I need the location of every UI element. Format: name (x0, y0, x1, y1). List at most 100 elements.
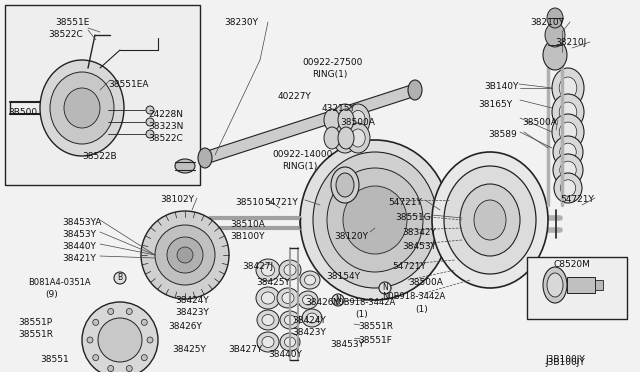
Text: 40227Y: 40227Y (278, 92, 312, 101)
Text: 43215Y: 43215Y (322, 104, 356, 113)
Text: 38500A: 38500A (340, 118, 375, 127)
Text: 38522C: 38522C (48, 30, 83, 39)
Ellipse shape (198, 148, 212, 168)
Text: RING(1): RING(1) (312, 70, 348, 79)
Ellipse shape (141, 211, 229, 299)
Ellipse shape (547, 8, 563, 28)
Ellipse shape (262, 337, 274, 347)
Text: 3B500: 3B500 (8, 108, 37, 117)
Ellipse shape (300, 271, 320, 289)
Text: 38427J: 38427J (242, 262, 273, 271)
Text: J3B100JY: J3B100JY (545, 355, 585, 364)
Ellipse shape (177, 247, 193, 263)
Text: 54721Y: 54721Y (264, 198, 298, 207)
Circle shape (126, 366, 132, 372)
Ellipse shape (261, 264, 275, 276)
Text: 38510: 38510 (235, 198, 264, 207)
Text: (9): (9) (45, 290, 58, 299)
Text: N: N (382, 283, 388, 292)
Text: 38323N: 38323N (148, 122, 184, 131)
Text: B: B (117, 273, 122, 282)
Text: 38551P: 38551P (18, 318, 52, 327)
Text: 00922-27500: 00922-27500 (302, 58, 362, 67)
Ellipse shape (327, 168, 423, 272)
Text: B081A4-0351A: B081A4-0351A (28, 278, 91, 287)
Text: 38551: 38551 (40, 355, 68, 364)
Text: J3B100JY: J3B100JY (545, 358, 585, 367)
Text: (1): (1) (415, 305, 428, 314)
Ellipse shape (280, 311, 300, 329)
Ellipse shape (552, 68, 584, 108)
Ellipse shape (552, 94, 584, 130)
Ellipse shape (338, 110, 352, 129)
Text: 3B100Y: 3B100Y (230, 232, 264, 241)
Ellipse shape (559, 102, 577, 122)
Text: 38522C: 38522C (148, 134, 183, 143)
Ellipse shape (343, 186, 407, 254)
Circle shape (146, 130, 154, 138)
Circle shape (379, 282, 391, 294)
Ellipse shape (444, 166, 536, 274)
Bar (595, 280, 603, 290)
Ellipse shape (284, 264, 296, 276)
Ellipse shape (543, 267, 567, 303)
Text: 38589: 38589 (488, 130, 516, 139)
Circle shape (93, 320, 99, 326)
Text: N0B918-3442A: N0B918-3442A (332, 298, 396, 307)
Ellipse shape (554, 173, 582, 203)
Text: 38154Y: 38154Y (326, 272, 360, 281)
Ellipse shape (285, 337, 296, 347)
Circle shape (146, 106, 154, 114)
Ellipse shape (333, 104, 357, 136)
Text: 3B427Y: 3B427Y (228, 345, 262, 354)
Ellipse shape (280, 333, 300, 351)
Ellipse shape (303, 295, 314, 305)
Text: 00922-14000: 00922-14000 (272, 150, 332, 159)
Ellipse shape (98, 318, 142, 362)
Ellipse shape (547, 273, 563, 297)
Ellipse shape (298, 291, 318, 309)
Circle shape (87, 337, 93, 343)
Ellipse shape (155, 225, 215, 285)
Ellipse shape (331, 167, 359, 203)
Text: 38230Y: 38230Y (224, 18, 258, 27)
Text: 38423Y: 38423Y (175, 308, 209, 317)
Text: 38210J: 38210J (555, 38, 586, 47)
Ellipse shape (553, 136, 583, 168)
Ellipse shape (559, 122, 577, 142)
Ellipse shape (300, 140, 450, 300)
Text: 38210Y: 38210Y (530, 18, 564, 27)
Text: 24228N: 24228N (148, 110, 183, 119)
Ellipse shape (560, 180, 576, 196)
Ellipse shape (336, 173, 354, 197)
Text: 38500A: 38500A (522, 118, 557, 127)
Ellipse shape (543, 40, 567, 70)
Text: 38165Y: 38165Y (478, 100, 512, 109)
Ellipse shape (432, 152, 548, 288)
Ellipse shape (553, 154, 583, 186)
Ellipse shape (324, 127, 340, 149)
Circle shape (93, 355, 99, 360)
Ellipse shape (559, 77, 577, 99)
Ellipse shape (338, 129, 352, 147)
Text: 38510A: 38510A (230, 220, 265, 229)
Ellipse shape (279, 260, 301, 280)
Ellipse shape (545, 23, 565, 47)
Text: 38423Y: 38423Y (292, 328, 326, 337)
Ellipse shape (282, 292, 294, 304)
Text: 38551E: 38551E (55, 18, 90, 27)
Circle shape (332, 294, 344, 306)
Ellipse shape (333, 123, 357, 153)
Text: 38453YA: 38453YA (62, 218, 101, 227)
Ellipse shape (351, 110, 365, 129)
Ellipse shape (460, 184, 520, 256)
Ellipse shape (324, 109, 340, 131)
Ellipse shape (552, 114, 584, 150)
Circle shape (146, 118, 154, 126)
Ellipse shape (305, 275, 316, 285)
Ellipse shape (256, 287, 280, 309)
Bar (567, 277, 595, 293)
Text: 38551F: 38551F (358, 336, 392, 345)
Circle shape (141, 355, 147, 360)
Text: 38440Y: 38440Y (268, 350, 302, 359)
